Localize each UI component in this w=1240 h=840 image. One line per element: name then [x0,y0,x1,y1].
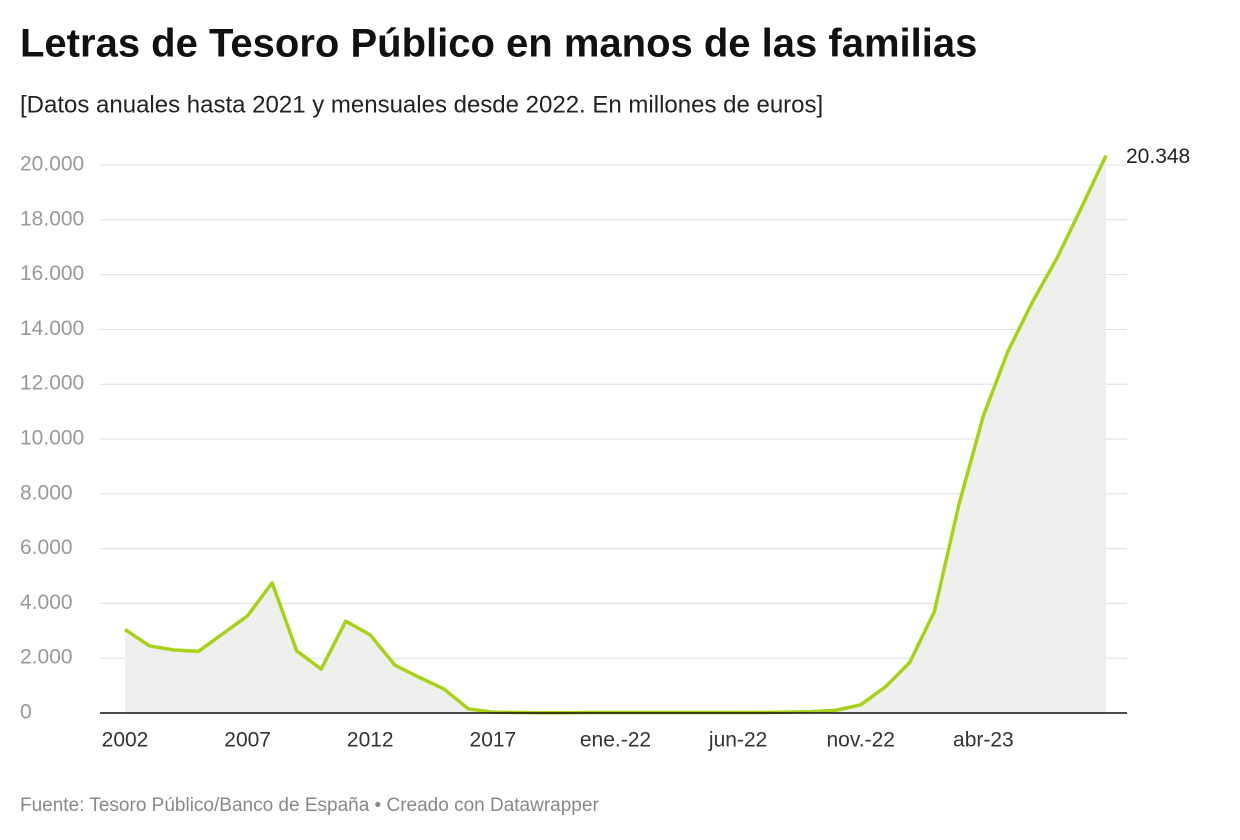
chart-subtitle: [Datos anuales hasta 2021 y mensuales de… [20,91,823,118]
x-tick-label: 2012 [347,729,394,752]
chart-title: Letras de Tesoro Público en manos de las… [20,22,977,66]
y-tick-label: 2.000 [20,646,73,669]
y-tick-label: 4.000 [20,591,73,614]
y-tick-label: 8.000 [20,481,73,504]
y-tick-label: 20.000 [20,153,84,176]
x-tick-label: ene.-22 [580,729,651,752]
x-tick-label: 2017 [470,729,517,752]
y-tick-label: 10.000 [20,427,84,450]
y-tick-label: 6.000 [20,536,73,559]
y-tick-label: 12.000 [20,372,84,395]
area [125,155,1106,714]
value-label: 20.348 [1126,145,1190,168]
x-tick-label: abr-23 [953,729,1014,752]
y-tick-label: 16.000 [20,262,84,285]
y-tick-label: 18.000 [20,207,84,230]
y-tick-label: 0 [20,701,32,724]
source-note: Fuente: Tesoro Público/Banco de España •… [20,795,599,816]
x-tick-label: 2002 [102,729,149,752]
x-tick-label: nov.-22 [827,729,896,752]
x-tick-label: 2007 [224,729,271,752]
x-tick-label: jun-22 [708,729,767,752]
y-tick-label: 14.000 [20,317,84,340]
